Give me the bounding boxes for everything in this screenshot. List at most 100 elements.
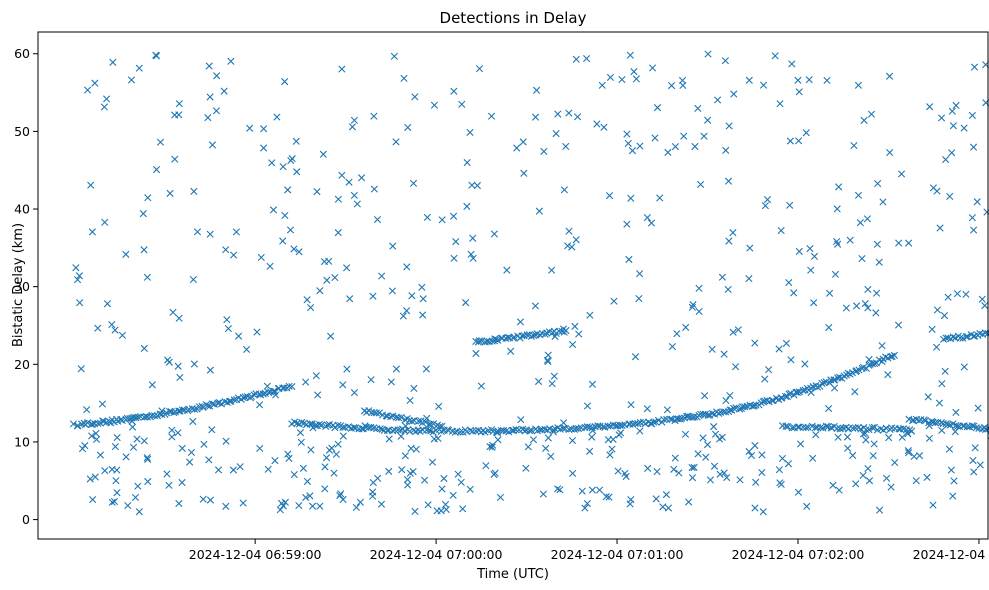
detection-point [213,72,221,80]
detection-point [523,331,531,339]
detection-point [904,430,912,438]
detection-point [530,331,538,340]
detection-point [468,181,476,189]
detection-point [605,493,613,501]
detection-point [269,387,278,395]
detection-point [113,489,121,497]
detection-point [834,433,842,441]
detection-point [627,401,635,409]
detection-point [463,202,471,210]
y-tick-label: 10 [14,434,30,449]
detection-point [963,333,972,341]
detection-point [936,224,944,232]
detection-point [608,445,616,453]
detection-point [325,257,333,265]
detection-point [904,447,912,455]
detection-point [962,290,970,298]
detection-point [429,420,438,428]
detection-point [113,433,121,442]
detection-point [828,424,836,432]
detection-point [232,228,240,236]
detection-point [414,417,423,425]
detection-point [319,150,327,158]
detection-point [935,399,944,407]
detection-point [573,113,582,121]
detection-point [131,493,140,502]
detection-point [588,380,597,388]
detection-point [520,169,528,177]
detection-point [757,399,765,407]
detection-point [945,445,954,453]
detection-point [912,477,920,485]
detection-point [801,360,809,368]
detection-point [659,503,667,511]
detection-point [670,465,678,473]
detection-point [667,82,676,90]
detection-point [600,123,608,131]
detection-point [925,434,933,443]
detection-point [230,396,238,404]
detection-point [796,440,805,448]
detection-point [684,412,692,420]
detection-point [896,425,905,433]
detection-point [454,470,462,478]
x-tick-label: 2024-12-04 07:02:00 [732,547,865,562]
detection-point [212,107,221,115]
detection-point [864,304,872,312]
detection-point [904,449,913,457]
detection-point [169,308,177,316]
detection-point [544,357,552,366]
detection-point [527,332,535,341]
detection-point [378,272,386,280]
detection-point [746,244,754,252]
detection-point [583,499,591,508]
detection-point [140,437,148,445]
detection-point [487,112,496,120]
detection-point [875,258,883,266]
detection-point [628,147,637,155]
detection-point [699,434,707,442]
detection-point [507,347,515,355]
detection-point [268,159,276,167]
detection-point [133,435,141,443]
detection-point [220,87,228,95]
detection-point [330,469,338,477]
detection-point [554,110,562,118]
detection-point [127,76,136,84]
detection-point [729,229,737,237]
detection-point [279,163,287,171]
detection-point [281,78,289,86]
detection-point [410,384,418,392]
detection-point [941,367,949,375]
detection-point [778,454,787,462]
detection-point [802,424,810,432]
detection-point [685,498,693,506]
detection-point [671,454,679,462]
detection-point [768,397,776,405]
detection-point [593,120,601,128]
detection-point [568,436,577,445]
detection-point [795,388,803,396]
detection-point [691,142,699,151]
detection-point [981,302,989,310]
detection-point [765,366,773,374]
detection-point [239,394,247,402]
detection-point [187,448,196,457]
detection-point [156,138,165,146]
detection-point [810,252,819,260]
detection-point [726,406,734,414]
detection-point [795,137,803,145]
detection-point [288,382,296,391]
detection-point [139,210,147,218]
detection-point [938,380,946,388]
detection-point [438,485,446,493]
detection-point [287,156,295,165]
detection-point [897,170,906,178]
detection-point [606,451,614,459]
detection-point [260,144,268,152]
detection-point [785,278,793,287]
detection-point [493,429,502,437]
detection-point [419,311,427,319]
detection-point [352,503,360,512]
detection-point [598,81,606,89]
